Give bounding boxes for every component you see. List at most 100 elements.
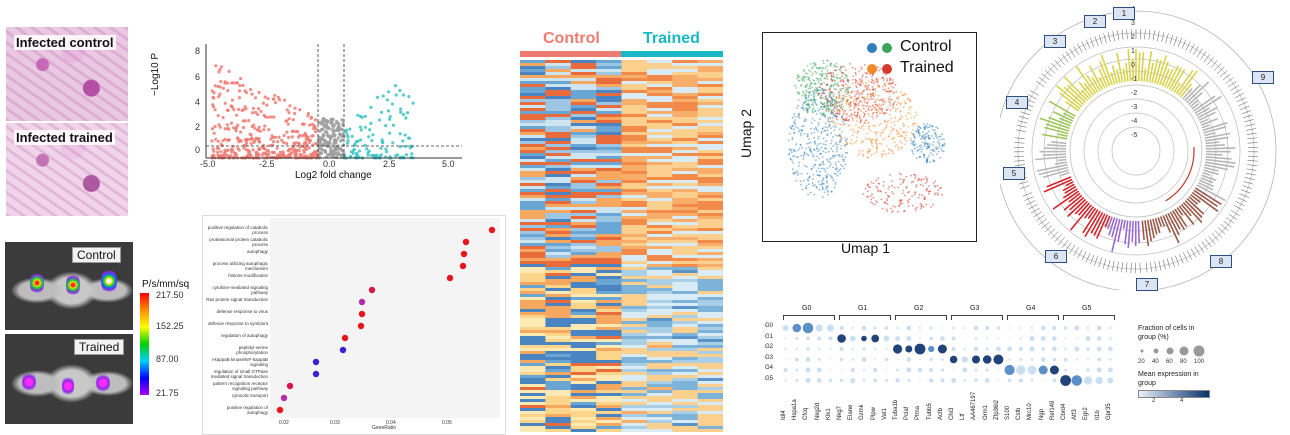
heatmap-cell — [571, 246, 597, 249]
umap-point — [921, 180, 923, 182]
umap-point — [827, 127, 829, 129]
volcano-point — [391, 141, 394, 144]
heatmap-cell — [622, 138, 648, 141]
umap-point — [827, 70, 829, 72]
heatmap-cell — [520, 99, 546, 102]
umap-point — [832, 92, 834, 94]
volcano-point — [239, 131, 242, 134]
heatmap-cell — [545, 300, 571, 303]
heatmap-cell — [647, 192, 673, 195]
dotplot-dot — [830, 359, 831, 360]
umap-point — [849, 63, 851, 65]
volcano-point — [323, 149, 326, 152]
heatmap-cell — [647, 381, 673, 384]
heatmap-cell — [571, 327, 597, 330]
heatmap-cell — [520, 306, 546, 309]
heatmap-cell — [545, 102, 571, 105]
heatmap-cell — [571, 69, 597, 72]
circos-label-tick — [1159, 261, 1161, 271]
umap-point — [879, 103, 881, 105]
circos-label-tick — [1099, 258, 1102, 268]
heatmap-cell — [622, 417, 648, 420]
dotplot-gene-label: Ptma — [915, 406, 921, 420]
heatmap-cell — [571, 249, 597, 252]
heatmap-cell — [622, 189, 648, 192]
circos-label-tick — [1241, 190, 1250, 193]
volcano-point — [412, 102, 415, 105]
umap-point — [868, 84, 870, 86]
umap-point — [825, 110, 827, 112]
circos-bar — [1058, 134, 1068, 136]
heatmap-cell — [596, 387, 622, 390]
heatmap-cell — [622, 315, 648, 318]
umap-point — [817, 79, 819, 81]
umap-point — [820, 79, 822, 81]
heatmap-cell — [596, 264, 622, 267]
dotplot-dot — [806, 368, 811, 373]
umap-point — [829, 89, 831, 91]
volcano-point — [410, 145, 413, 148]
volcano-point — [286, 108, 289, 111]
heatmap-cell — [622, 81, 648, 84]
umap-point — [932, 154, 934, 156]
umap-point — [823, 89, 825, 91]
heatmap-cell — [596, 117, 622, 120]
umap-point — [797, 156, 799, 158]
volcano-point — [235, 129, 238, 132]
umap-point — [790, 158, 792, 160]
umap-point — [902, 179, 904, 181]
dotplot-dot — [785, 380, 787, 382]
umap-point — [868, 186, 870, 188]
heatmap-cell — [622, 129, 648, 132]
umap-point — [804, 165, 806, 167]
umap-point — [898, 136, 900, 138]
heatmap-cell — [698, 342, 723, 345]
circos-ring-tick: -5 — [1131, 132, 1137, 139]
umap-point — [892, 153, 894, 155]
heatmap-cell — [672, 348, 698, 351]
heatmap-cell — [596, 306, 622, 309]
imaging-signal-blob — [62, 375, 74, 397]
heatmap-cell — [698, 321, 723, 324]
heatmap-cell — [647, 363, 673, 366]
heatmap-cell — [672, 327, 698, 330]
heatmap-cell — [545, 348, 571, 351]
dotplot-dot — [906, 368, 911, 373]
umap-point — [820, 74, 822, 76]
circos-label-tick — [1019, 182, 1029, 185]
dotplot-dot — [1030, 336, 1035, 341]
umap-point — [924, 139, 926, 141]
umap-point — [852, 83, 854, 85]
umap-point — [863, 99, 865, 101]
umap-point — [898, 96, 900, 98]
umap-point — [802, 91, 804, 93]
heatmap-cell — [672, 408, 698, 411]
heatmap-cell — [622, 318, 648, 321]
dotplot-gene-label: Cbrd4 — [1061, 404, 1067, 420]
umap-point — [798, 80, 800, 82]
heatmap-cell — [672, 258, 698, 261]
dotplot-dot — [1009, 338, 1010, 339]
umap-point — [812, 154, 814, 156]
umap-point — [878, 191, 880, 193]
umap-point — [915, 111, 917, 113]
heatmap-cell — [520, 177, 546, 180]
heatmap-cell — [647, 186, 673, 189]
umap-point — [886, 198, 888, 200]
umap-point — [798, 74, 800, 76]
dotplot-dot — [1043, 380, 1044, 381]
heatmap-cell — [545, 291, 571, 294]
volcano-x-tick: -2.5 — [259, 159, 275, 169]
go-dot — [277, 407, 283, 413]
umap-point — [843, 159, 845, 161]
go-x-tick: 0.03 — [330, 420, 340, 426]
umap-point — [935, 148, 937, 150]
volcano-point — [340, 128, 343, 131]
umap-point — [865, 188, 867, 190]
heatmap-cell — [698, 108, 723, 111]
heatmap-cell — [622, 342, 648, 345]
umap-point — [858, 131, 860, 133]
umap-point — [855, 124, 857, 126]
circos-sector-tag: 9 — [1252, 71, 1274, 84]
heatmap-cell — [520, 426, 546, 429]
